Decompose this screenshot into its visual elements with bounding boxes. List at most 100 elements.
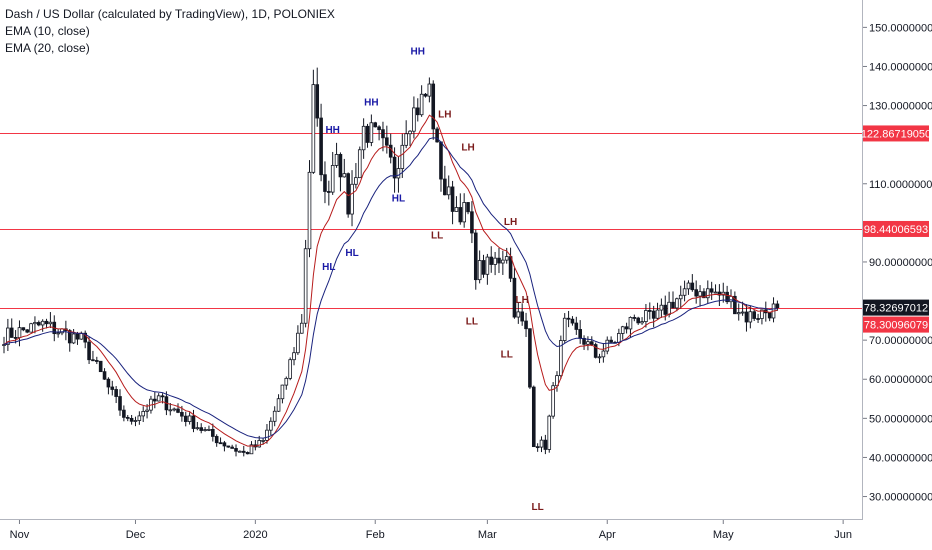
candle[interactable]	[531, 385, 536, 448]
candle[interactable]	[686, 280, 691, 295]
candle[interactable]	[21, 327, 26, 332]
candle[interactable]	[56, 329, 60, 338]
candle[interactable]	[64, 320, 68, 341]
candle[interactable]	[528, 328, 532, 389]
candle[interactable]	[443, 165, 447, 196]
candle[interactable]	[377, 125, 381, 141]
candle[interactable]	[17, 320, 22, 347]
candle[interactable]	[9, 318, 14, 338]
candle[interactable]	[245, 451, 250, 455]
candle[interactable]	[736, 303, 741, 321]
candle[interactable]	[381, 121, 385, 152]
candle[interactable]	[102, 368, 107, 380]
candle[interactable]	[431, 80, 436, 140]
candle[interactable]	[400, 133, 405, 178]
candle[interactable]	[555, 371, 559, 392]
candle[interactable]	[98, 360, 103, 373]
candle[interactable]	[129, 414, 134, 425]
candle[interactable]	[91, 350, 95, 362]
candle[interactable]	[632, 314, 637, 322]
candle[interactable]	[218, 437, 223, 445]
candle[interactable]	[593, 342, 598, 359]
candle[interactable]	[292, 347, 296, 366]
candle[interactable]	[497, 247, 501, 274]
candle[interactable]	[535, 443, 540, 452]
candle[interactable]	[307, 160, 312, 258]
candle[interactable]	[713, 284, 718, 294]
candle[interactable]	[485, 253, 490, 285]
candle[interactable]	[272, 406, 277, 427]
candle[interactable]	[458, 193, 463, 225]
candle[interactable]	[48, 312, 53, 329]
candle[interactable]	[698, 285, 702, 307]
candle[interactable]	[25, 329, 30, 334]
candle[interactable]	[609, 336, 613, 344]
candle[interactable]	[640, 317, 644, 325]
candle[interactable]	[87, 336, 91, 364]
candle[interactable]	[137, 411, 142, 425]
candle[interactable]	[547, 414, 552, 453]
candle[interactable]	[589, 336, 594, 347]
candle[interactable]	[690, 274, 695, 292]
candle[interactable]	[172, 407, 176, 412]
candle[interactable]	[396, 156, 401, 193]
candle[interactable]	[122, 405, 126, 422]
candle[interactable]	[365, 123, 370, 148]
candle[interactable]	[156, 393, 161, 402]
candle[interactable]	[373, 121, 378, 128]
candle[interactable]	[709, 281, 714, 300]
candle[interactable]	[628, 316, 633, 338]
candle[interactable]	[265, 424, 269, 444]
candle[interactable]	[95, 356, 99, 365]
candle[interactable]	[597, 353, 602, 364]
candle[interactable]	[624, 322, 629, 334]
candle[interactable]	[29, 322, 33, 333]
candle[interactable]	[241, 445, 246, 457]
candle[interactable]	[586, 336, 590, 351]
candle[interactable]	[83, 330, 88, 349]
candle[interactable]	[423, 93, 428, 98]
candle[interactable]	[207, 425, 211, 432]
candle[interactable]	[454, 196, 459, 212]
candle[interactable]	[578, 320, 582, 344]
candle[interactable]	[659, 298, 664, 318]
candle[interactable]	[647, 302, 652, 320]
candle[interactable]	[620, 325, 625, 340]
candle[interactable]	[729, 289, 733, 308]
candle[interactable]	[176, 403, 180, 414]
candle[interactable]	[705, 280, 710, 304]
candle[interactable]	[501, 250, 505, 275]
candle[interactable]	[280, 384, 285, 404]
candle[interactable]	[354, 163, 358, 189]
candle[interactable]	[694, 280, 698, 304]
candle[interactable]	[427, 77, 432, 103]
candle[interactable]	[462, 193, 466, 228]
candle[interactable]	[744, 304, 749, 332]
candle[interactable]	[40, 319, 45, 332]
candle[interactable]	[369, 114, 374, 147]
candle[interactable]	[230, 444, 234, 449]
candle[interactable]	[253, 440, 258, 451]
candle[interactable]	[655, 302, 660, 320]
candle[interactable]	[75, 331, 80, 345]
candle[interactable]	[481, 254, 486, 278]
candle[interactable]	[234, 444, 238, 457]
candle[interactable]	[682, 280, 687, 302]
candle[interactable]	[37, 320, 41, 327]
candle[interactable]	[319, 103, 323, 182]
candle[interactable]	[570, 316, 575, 326]
candle[interactable]	[748, 305, 753, 329]
candle[interactable]	[110, 380, 115, 396]
candle[interactable]	[644, 303, 648, 328]
candle[interactable]	[276, 394, 281, 412]
candle[interactable]	[582, 335, 586, 350]
candle[interactable]	[508, 247, 513, 283]
candle[interactable]	[284, 376, 289, 390]
candle[interactable]	[566, 310, 571, 328]
candle[interactable]	[334, 142, 339, 168]
candle[interactable]	[752, 309, 756, 321]
candle[interactable]	[771, 297, 776, 323]
candle[interactable]	[141, 406, 146, 423]
candle[interactable]	[269, 417, 273, 436]
candle[interactable]	[106, 377, 111, 395]
